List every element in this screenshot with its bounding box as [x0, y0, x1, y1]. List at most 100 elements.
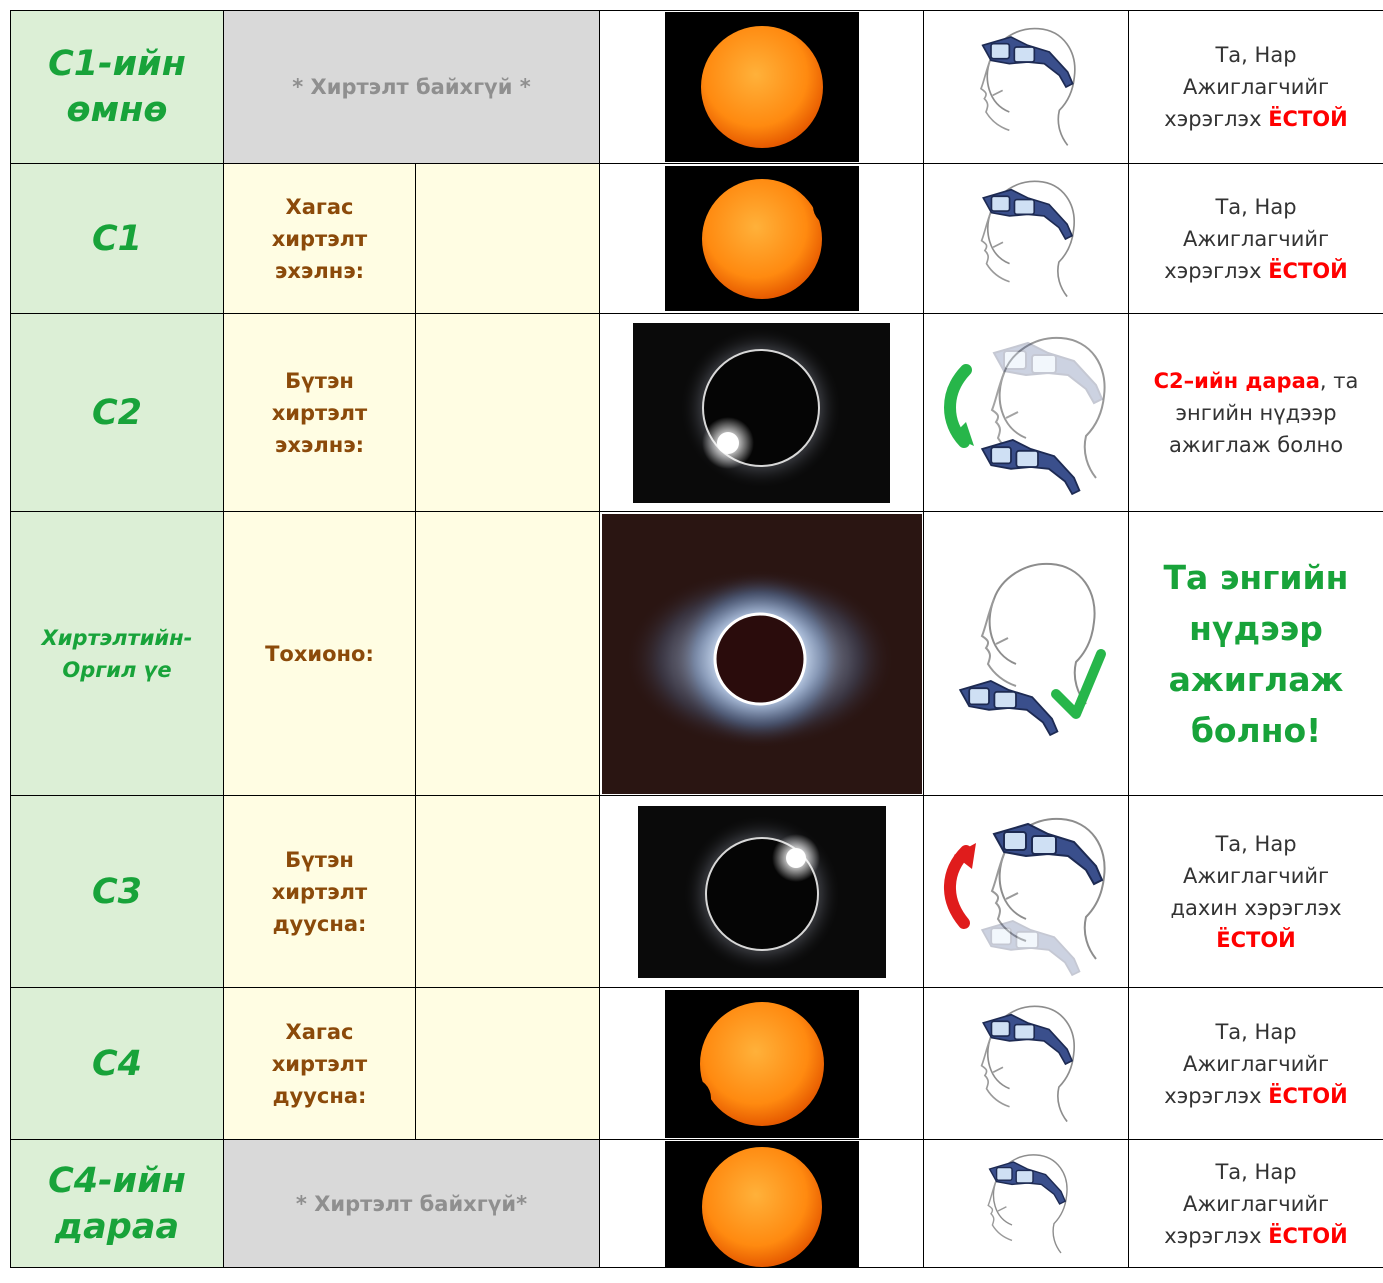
phase-label: С2: [91, 392, 143, 433]
advice-emphasis: ЁСТОЙ: [1216, 927, 1296, 952]
advice-emphasis: ЁСТОЙ: [1268, 107, 1348, 131]
diamond-ring-end-image-cell: [599, 795, 925, 988]
advice-line: Та, Нар: [1215, 43, 1297, 67]
phase-cell: С1: [10, 163, 224, 314]
time-cell: [414, 795, 601, 988]
event-line: хиртэлт: [271, 400, 368, 425]
head-glasses-cell: [923, 1139, 1130, 1268]
advice-line: болно!: [1190, 710, 1322, 750]
advice-lead: С2–ийн дараа: [1153, 368, 1320, 393]
event-cell: Бүтэн хиртэлт эхэлнэ:: [223, 313, 416, 512]
advice-cell: С2–ийн дараа, та энгийн нүдээр ажиглаж б…: [1128, 313, 1383, 512]
table-row: С4-ийн дараа * Хиртэлт байхгүй* Та, Нар …: [10, 1139, 1383, 1268]
head-glasses-cell: [923, 10, 1130, 164]
head-glasses-on-cell: [923, 795, 1130, 988]
partial-sun-image-cell: [599, 163, 925, 314]
phase-label: С1-ийн өмнө: [48, 44, 186, 130]
head-with-glasses-icon: [980, 27, 1076, 147]
advice-line: хэрэглэх: [1164, 1083, 1262, 1108]
no-eclipse-cell: * Хиртэлт байхгүй *: [222, 10, 601, 164]
phase-label: Оргил үе: [62, 657, 172, 682]
partial-sun-end-image-cell: [599, 987, 925, 1140]
advice-line: Ажиглагчийг: [1183, 863, 1330, 888]
advice-cell: Та, Нар Ажиглагчийг дахин хэрэглэх ЁСТОЙ: [1128, 795, 1383, 988]
head-with-glasses-icon: [980, 179, 1076, 297]
advice-line: ажиглаж: [1168, 659, 1344, 699]
phase-label: С4-ийн: [48, 1160, 186, 1201]
advice-cell: Та, Нар Ажиглагчийг хэрэглэх ЁСТОЙ: [1128, 987, 1383, 1140]
advice-line: Та, Нар: [1215, 1159, 1297, 1184]
event-line: Бүтэн: [285, 847, 354, 872]
partial-eclipse-end-sun-icon: [664, 989, 859, 1138]
time-cell: [414, 313, 601, 512]
advice-emphasis: ЁСТОЙ: [1268, 1083, 1348, 1108]
table-row: С1-ийн өмнө * Хиртэлт байхгүй * Та, Нар …: [10, 10, 1383, 164]
event-cell: Хагас хиртэлт эхэлнэ:: [223, 163, 416, 314]
phase-cell: С3: [10, 795, 224, 988]
event-cell: Хагас хиртэлт дууcна:: [223, 987, 416, 1140]
diamond-ring-eclipse-icon: [633, 322, 891, 503]
advice-cell: Та, Нар Ажиглагчийг хэрэглэх ЁСТОЙ: [1128, 163, 1383, 314]
head-with-glasses-icon: [987, 1153, 1068, 1254]
partial-eclipse-sun-icon: [664, 166, 859, 311]
diamond-ring-image-cell: [599, 313, 925, 512]
head-no-glasses-cell: [923, 511, 1130, 796]
time-cell: [414, 163, 601, 314]
eclipse-phase-table: С1-ийн өмнө * Хиртэлт байхгүй * Та, Нар …: [10, 10, 1383, 1268]
advice-line: Ажиглагчийг: [1183, 226, 1330, 251]
advice-cell: Та, Нар Ажиглагчийг хэрэглэх ЁСТОЙ: [1128, 1139, 1383, 1268]
naked-eye-ok-icon: [959, 562, 1107, 736]
event-line: хиртэлт: [271, 1051, 368, 1076]
phase-cell: С4-ийн дараа: [10, 1139, 224, 1268]
advice-line: Та, Нар: [1215, 1019, 1297, 1044]
event-line: Тохионо:: [265, 641, 374, 666]
no-eclipse-label: * Хиртэлт байхгүй*: [295, 1191, 528, 1216]
phase-label: С4: [91, 1043, 143, 1084]
advice-emphasis: ЁСТОЙ: [1268, 258, 1348, 283]
phase-label: С3: [91, 871, 143, 912]
advice-cell: Та, Нар Ажиглагчийг хэрэглэх ЁСТОЙ: [1128, 10, 1383, 164]
no-eclipse-label: * Хиртэлт байхгүй *: [292, 75, 531, 99]
advice-line: Ажиглагчийг: [1183, 1051, 1330, 1076]
event-line: хиртэлт: [271, 879, 368, 904]
advice-line: Ажиглагчийг: [1183, 75, 1330, 99]
event-line: хиртэлт: [271, 226, 368, 251]
advice-line: Та энгийн: [1163, 557, 1349, 597]
sun-image-cell: [599, 1139, 925, 1268]
event-line: эхэлнэ:: [274, 258, 365, 283]
phase-cell: С2: [10, 313, 224, 512]
table-row: С3 Бүтэн хиртэлт дуусна:: [10, 795, 1383, 988]
phase-cell: С4: [10, 987, 224, 1140]
event-line: дуусна:: [272, 911, 367, 936]
advice-line: энгийн нүдээр: [1175, 400, 1337, 425]
sun-icon: [664, 12, 859, 162]
time-cell: [414, 987, 601, 1140]
phase-cell: С1-ийн өмнө: [10, 10, 224, 164]
table-row: Хиртэлтийн- Оргил үе Тохионо: Та энгийн: [10, 511, 1383, 796]
table-row: С4 Хагас хиртэлт дууcна: Та, Нар Ажиглаг…: [10, 987, 1383, 1140]
solar-corona-icon: [601, 513, 922, 794]
phase-label: Хиртэлтийн-: [41, 625, 193, 650]
event-cell: Бүтэн хиртэлт дуусна:: [223, 795, 416, 988]
advice-line: хэрэглэх: [1164, 258, 1262, 283]
advice-cell: Та энгийн нүдээр ажиглаж болно!: [1128, 511, 1383, 796]
phase-label: дараа: [54, 1206, 180, 1247]
sun-image-cell: [599, 10, 925, 164]
event-line: Бүтэн: [285, 368, 354, 393]
put-on-glasses-icon: [944, 817, 1106, 976]
head-glasses-cell: [923, 163, 1130, 314]
time-cell: [414, 511, 601, 796]
event-line: Хагас: [285, 1019, 354, 1044]
head-glasses-removed-cell: [923, 313, 1130, 512]
event-line: эхэлнэ:: [274, 432, 365, 457]
advice-line: , та: [1319, 368, 1359, 393]
diamond-ring-end-icon: [637, 805, 886, 978]
advice-line: хэрэглэх: [1164, 107, 1262, 131]
remove-glasses-icon: [944, 336, 1106, 495]
phase-label: С1: [91, 218, 143, 259]
phase-cell: Хиртэлтийн- Оргил үе: [10, 511, 224, 796]
corona-image-cell: [599, 511, 925, 796]
event-line: дууcна:: [272, 1083, 367, 1108]
sun-icon: [664, 1140, 859, 1267]
advice-line: Ажиглагчийг: [1183, 1191, 1330, 1216]
